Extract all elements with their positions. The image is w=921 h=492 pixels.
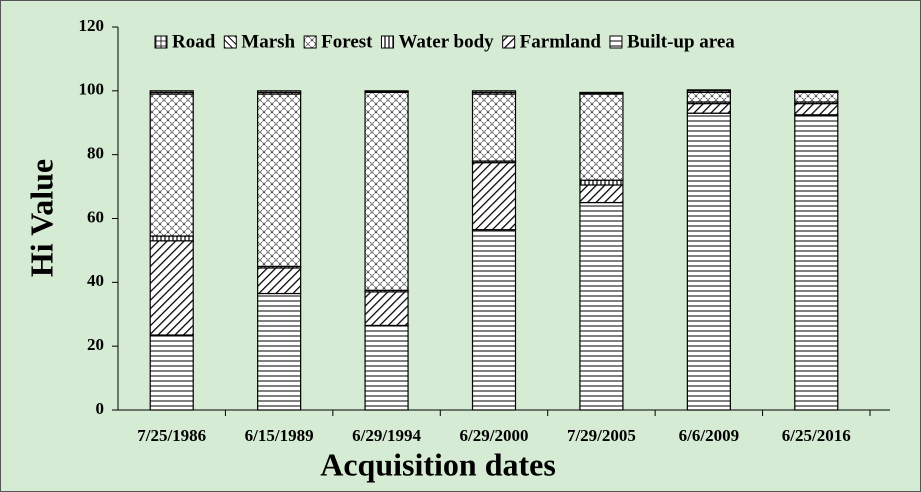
x-tick-label: 6/15/1989 (245, 426, 314, 445)
y-tick-label: 100 (79, 80, 105, 99)
legend-swatch (154, 35, 168, 49)
x-tick-label: 6/25/2016 (782, 426, 851, 445)
bar-segment (149, 235, 194, 242)
x-tick-label: 7/29/2005 (567, 426, 636, 445)
bar-segment (364, 90, 409, 93)
legend-swatch (502, 35, 516, 49)
legend: Road Marsh Forest Water body Farmland Built-u… (154, 31, 735, 52)
bar-segment (686, 89, 731, 92)
y-tick-label: 80 (87, 144, 104, 163)
legend-swatch (303, 35, 317, 49)
bar-segment (686, 102, 731, 114)
y-tick-label: 0 (96, 399, 105, 418)
legend-label: Marsh (241, 31, 295, 52)
bar-segment (257, 267, 302, 295)
legend-label: Road (172, 31, 216, 52)
bar-segment (579, 184, 624, 204)
bar-segment (686, 91, 731, 103)
bar-segment (471, 93, 517, 162)
y-axis-label: Hi Value (23, 159, 59, 277)
x-tick-label: 6/6/2009 (679, 426, 739, 445)
bar-segment (794, 91, 839, 103)
y-tick-label: 120 (79, 16, 105, 35)
y-tick-label: 20 (87, 335, 104, 354)
legend-swatch (380, 35, 394, 49)
y-tick-label: 40 (87, 271, 104, 290)
bar-segment (471, 229, 517, 411)
legend-label: Water body (398, 31, 494, 52)
bar-segment (471, 90, 517, 94)
x-tick-label: 6/29/1994 (352, 426, 421, 445)
legend-swatch (223, 35, 237, 49)
legend-label: Built-up area (627, 31, 735, 52)
bar-segment (364, 291, 409, 327)
bar-segment (257, 90, 302, 94)
bar-segment (686, 112, 731, 411)
legend-label: Forest (321, 31, 373, 52)
x-axis-label: Acquisition dates (320, 446, 556, 482)
x-tick-label: 6/29/2000 (460, 426, 529, 445)
bar-segment (149, 93, 194, 237)
bar-segment (364, 91, 409, 291)
bar-segment (794, 102, 839, 116)
bar-segment (579, 179, 624, 186)
bar-segment (579, 201, 624, 411)
bar-segment (149, 240, 194, 336)
bar-segment (257, 292, 302, 411)
bar-segment (794, 90, 839, 93)
y-tick-label: 60 (87, 207, 104, 226)
bar-segment (794, 114, 839, 411)
bar-segment (149, 334, 194, 411)
legend-swatch (609, 35, 623, 49)
bar-segment (364, 324, 409, 411)
bar-segment (471, 162, 517, 231)
bar-segment (257, 93, 302, 267)
bar-segment (149, 90, 194, 94)
legend-label: Farmland (520, 31, 602, 52)
bar-segment (579, 91, 624, 94)
x-tick-label: 7/25/1986 (137, 426, 206, 445)
bar-segment (579, 93, 624, 181)
